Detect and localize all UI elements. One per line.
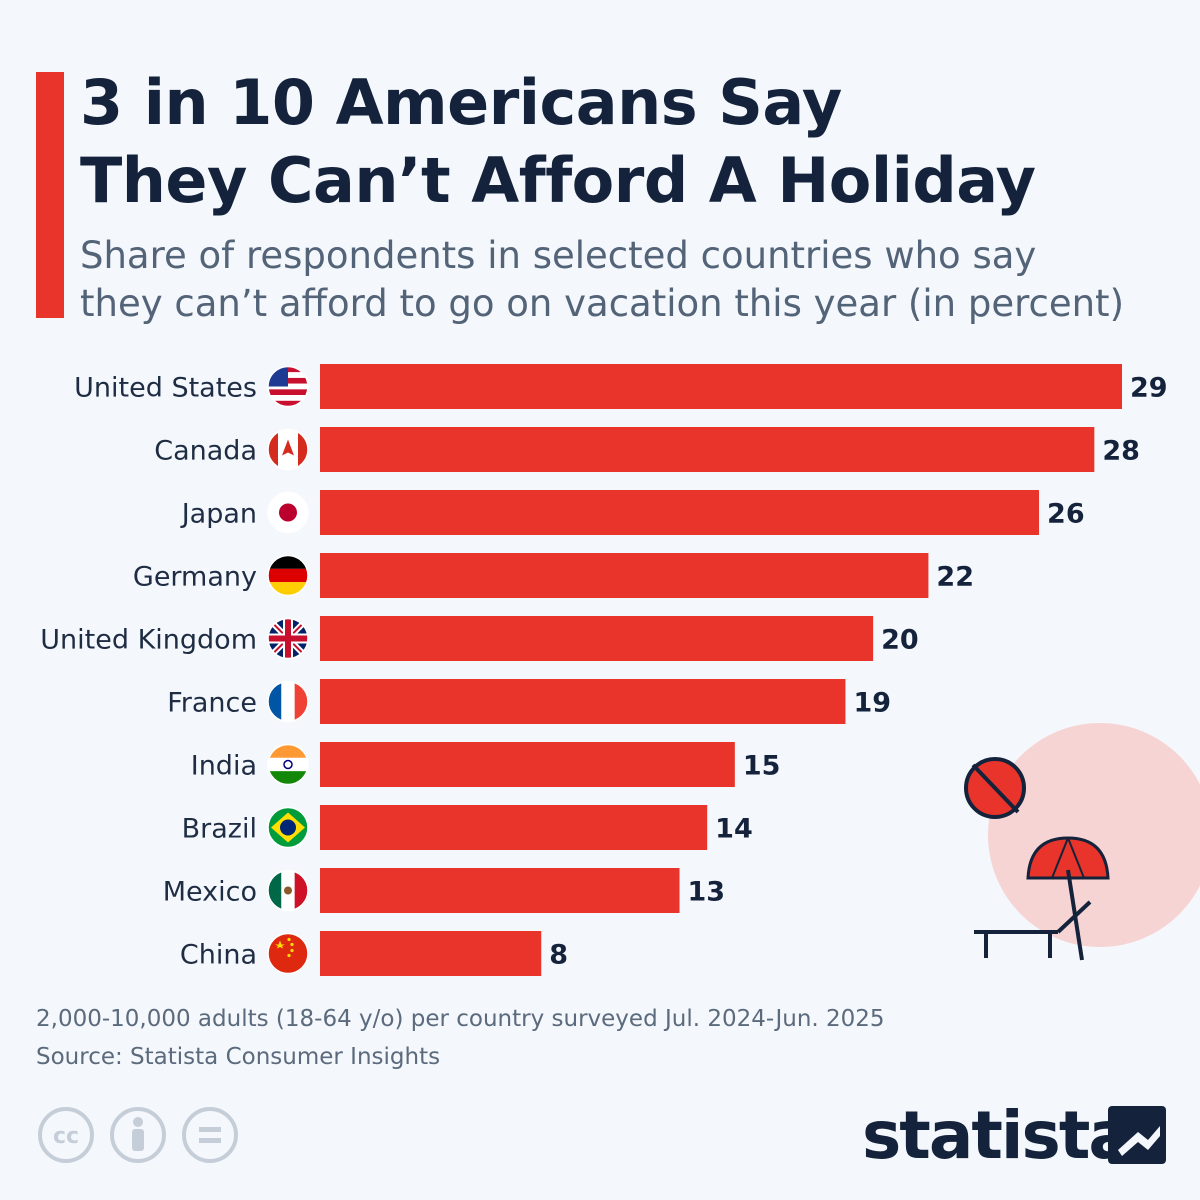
category-label: United States — [74, 373, 257, 404]
value-label: 19 — [853, 688, 891, 719]
category-label: Japan — [180, 499, 257, 530]
bar — [320, 742, 735, 787]
bar — [320, 616, 874, 661]
flag-brazil-icon — [267, 806, 309, 849]
value-label: 15 — [743, 751, 781, 782]
no-derivatives-icon[interactable] — [180, 1105, 240, 1165]
category-label: Mexico — [163, 877, 257, 908]
title-line-1: 3 in 10 Americans Say — [80, 66, 842, 139]
accent-bar — [36, 72, 64, 318]
attribution-icon[interactable] — [108, 1105, 168, 1165]
flag-china-icon — [267, 932, 309, 975]
statista-logo[interactable]: statista — [862, 1098, 1172, 1178]
value-label: 22 — [936, 562, 974, 593]
bar-chart: United States 29 Canada 28 Japan 26 Germany 22 U… — [40, 364, 1168, 976]
bar-row: Mexico 13 — [163, 868, 725, 913]
bar-row: United States 29 — [74, 364, 1168, 409]
bar-row: Germany 22 — [133, 553, 974, 598]
flag-india-icon — [267, 743, 309, 786]
flag-canada-icon — [267, 428, 309, 471]
value-label: 29 — [1130, 373, 1168, 404]
illustration-circle — [988, 723, 1200, 947]
flag-us-icon — [267, 365, 309, 408]
source-note: Source: Statista Consumer Insights — [36, 1044, 441, 1070]
value-label: 8 — [549, 940, 568, 971]
category-label: Canada — [154, 436, 257, 467]
flag-mexico-icon — [267, 869, 309, 912]
flag-japan-icon — [267, 491, 309, 534]
beach-chair-icon — [974, 900, 1092, 958]
bar — [320, 805, 708, 850]
bar-row: Brazil 14 — [182, 805, 753, 850]
category-label: India — [191, 751, 257, 782]
beach-illustration — [940, 710, 1200, 994]
flag-germany-icon — [267, 554, 309, 597]
bar — [320, 868, 680, 913]
bar-row: China 8 — [180, 931, 568, 976]
category-label: France — [167, 688, 257, 719]
bar-row: France 19 — [167, 679, 891, 724]
value-label: 28 — [1102, 436, 1140, 467]
value-label: 14 — [715, 814, 753, 845]
svg-text:cc: cc — [53, 1124, 79, 1149]
bar — [320, 679, 846, 724]
subtitle-line-1: Share of respondents in selected countri… — [80, 234, 1037, 277]
bar — [320, 427, 1095, 472]
bar-row: Canada 28 — [154, 427, 1140, 472]
bar-row: United Kingdom 20 — [40, 616, 919, 661]
statista-logo-icon — [1108, 1106, 1166, 1164]
value-label: 13 — [688, 877, 726, 908]
category-label: United Kingdom — [40, 625, 257, 656]
flag-uk-icon — [267, 617, 309, 660]
category-label: China — [180, 940, 257, 971]
title-line-2: They Can’t Afford A Holiday — [80, 144, 1036, 217]
value-label: 20 — [881, 625, 919, 656]
survey-note: 2,000-10,000 adults (18-64 y/o) per coun… — [36, 1006, 885, 1032]
bar — [320, 553, 929, 598]
bar — [320, 364, 1122, 409]
value-label: 26 — [1047, 499, 1085, 530]
chart-subtitle: Share of respondents in selected countri… — [80, 232, 1180, 328]
creative-commons-icon[interactable]: cc — [36, 1105, 96, 1165]
category-label: Brazil — [182, 814, 257, 845]
flag-france-icon — [267, 680, 309, 723]
bar — [320, 490, 1040, 535]
logo-text: statista — [862, 1097, 1133, 1174]
bar-row: India 15 — [191, 742, 781, 787]
chart-title: 3 in 10 Americans Say They Can’t Afford … — [80, 64, 1180, 220]
bar-row: Japan 26 — [180, 490, 1085, 535]
bar — [320, 931, 542, 976]
no-sun-icon — [964, 757, 1026, 819]
category-label: Germany — [133, 562, 257, 593]
footnote: 2,000-10,000 adults (18-64 y/o) per coun… — [36, 1000, 885, 1076]
subtitle-line-2: they can’t afford to go on vacation this… — [80, 282, 1125, 325]
